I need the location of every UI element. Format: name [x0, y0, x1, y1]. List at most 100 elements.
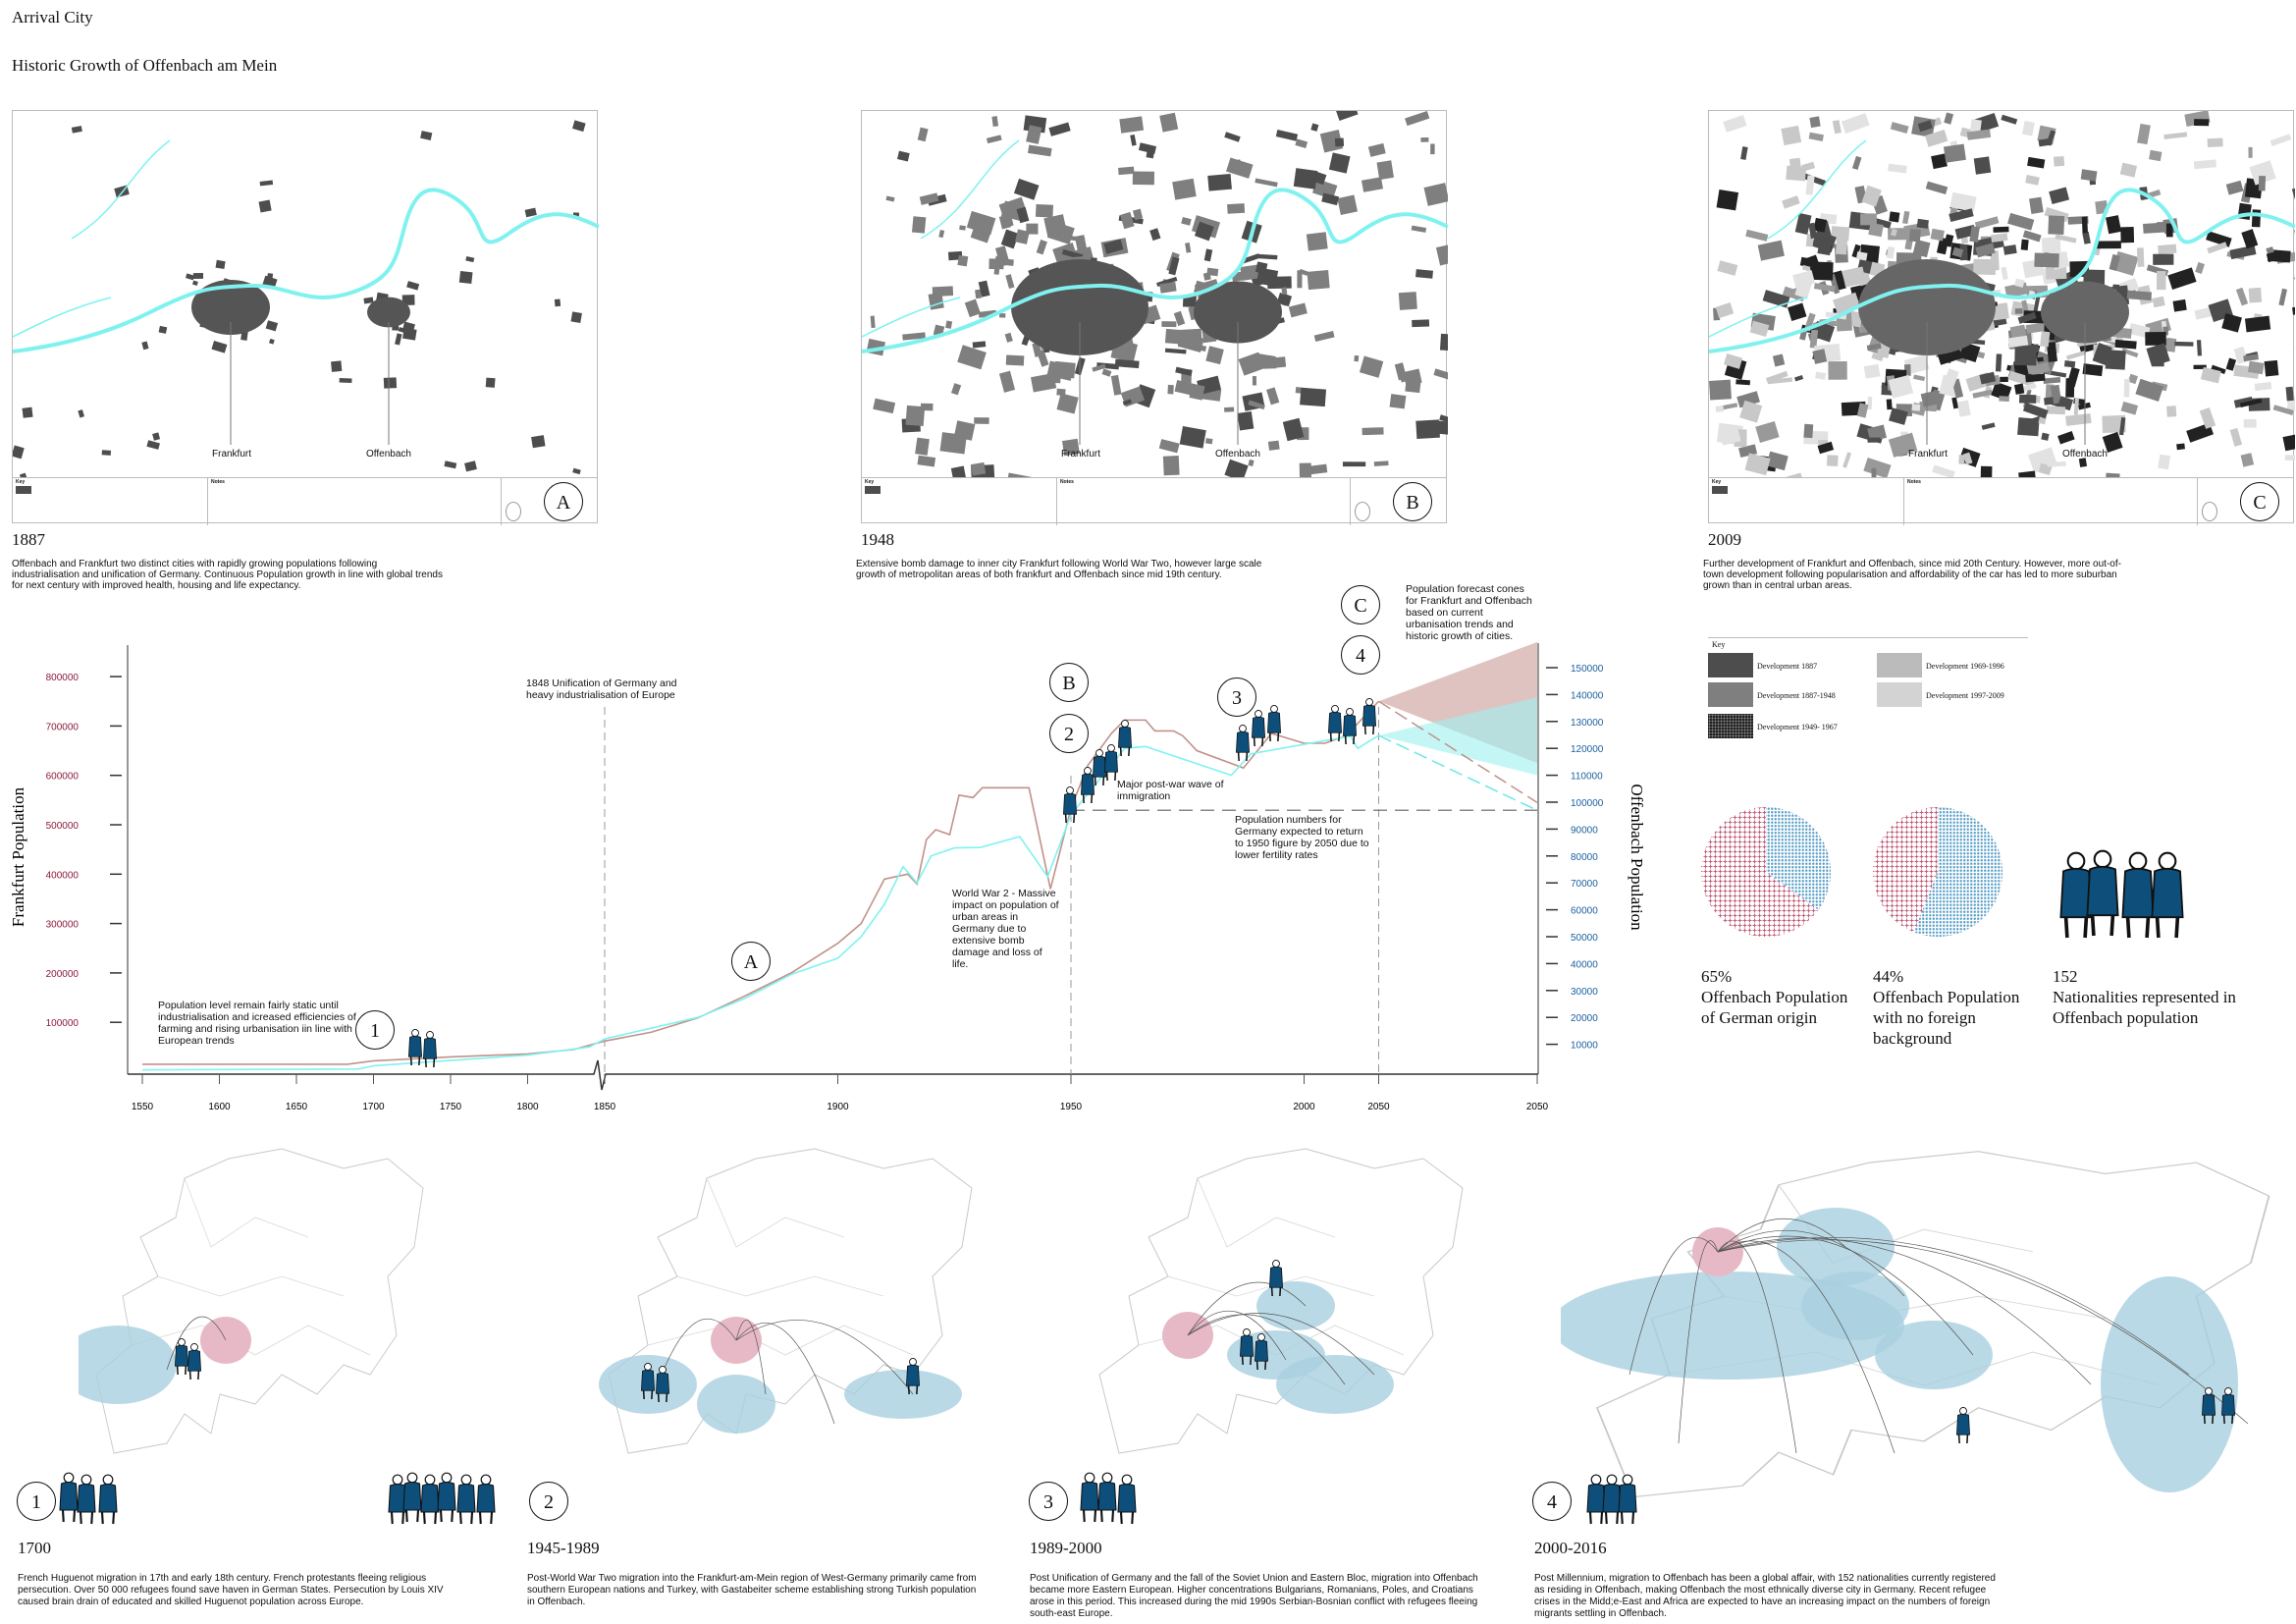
- development-block: [1337, 194, 1358, 216]
- development-block: [1276, 293, 1293, 307]
- development-block: [1423, 183, 1448, 206]
- development-block: [2126, 290, 2153, 301]
- map-label-frankfurt: Frankfurt: [1061, 449, 1101, 460]
- annotation-forecast-cones: Population forecast cones for Frankfurt …: [1406, 583, 1532, 642]
- development-block: [885, 195, 895, 202]
- development-block: [1962, 452, 1973, 465]
- development-block: [1359, 355, 1384, 378]
- development-block: [1810, 261, 1834, 281]
- y-right-axis-title: Offenbach Population: [1628, 784, 1646, 931]
- development-block: [1313, 330, 1335, 343]
- development-block: [2109, 253, 2120, 271]
- development-block: [905, 405, 926, 426]
- development-block: [1720, 403, 1738, 410]
- map-panel-1948: Frankfurt Offenbach Key Notes B: [861, 110, 1448, 525]
- development-block: [572, 120, 586, 133]
- development-block: [998, 196, 1027, 218]
- development-block: [991, 116, 999, 128]
- development-block: [2251, 209, 2262, 228]
- development-block: [1282, 417, 1305, 442]
- development-block: [1930, 228, 1945, 242]
- development-block: [1394, 362, 1408, 381]
- migration-route: [1187, 1314, 1346, 1385]
- development-block: [1715, 406, 1725, 412]
- y-right-tick-label: 100000: [1571, 798, 1604, 809]
- migration-marker-1: 1: [17, 1482, 56, 1521]
- migrant-figure-icon: [1268, 1260, 1284, 1297]
- development-block: [1867, 424, 1887, 442]
- development-block: [2292, 305, 2295, 315]
- development-block: [1028, 144, 1052, 157]
- development-block: [2193, 364, 2207, 369]
- stat-value: 44%: [1873, 967, 1904, 986]
- y-right-tick-label: 80000: [1571, 852, 1598, 863]
- development-block: [1043, 214, 1068, 239]
- development-block: [950, 383, 962, 396]
- marker-C: C: [1341, 585, 1380, 624]
- development-block: [2200, 366, 2221, 384]
- person-figure-icon: [1117, 720, 1133, 757]
- development-block: [2258, 176, 2267, 191]
- x-tick-label: 1850: [594, 1102, 616, 1112]
- development-block: [2073, 398, 2079, 415]
- development-block: [1181, 216, 1192, 226]
- development-block: [1990, 250, 2000, 271]
- development-block: [1158, 439, 1180, 454]
- development-block: [1871, 352, 1884, 362]
- development-block: [1739, 400, 1763, 423]
- development-block: [465, 256, 475, 263]
- y-right-tick-label: 110000: [1571, 772, 1603, 783]
- development-block: [1267, 440, 1280, 451]
- development-block: [2152, 358, 2164, 367]
- development-block: [1817, 441, 1835, 455]
- key-label-1887: Development 1887: [1757, 662, 1818, 671]
- development-block: [1237, 410, 1255, 431]
- migration-caption-3: Post Unification of Germany and the fall…: [1030, 1573, 1478, 1619]
- development-block: [1420, 136, 1429, 142]
- migration-caption-4: Post Millennium, migration to Offenbach …: [1534, 1573, 1996, 1619]
- migration-route: [1717, 1235, 1974, 1356]
- development-block: [1787, 302, 1807, 322]
- nationality-figure-icon: [2086, 849, 2119, 937]
- development-block: [1164, 348, 1187, 354]
- river-main: [13, 188, 599, 353]
- development-block: [2233, 346, 2248, 364]
- development-block: [902, 332, 926, 341]
- development-block: [192, 273, 204, 279]
- migrant-figure-icon: [456, 1474, 476, 1525]
- development-block: [1307, 270, 1330, 291]
- migrant-figure-icon: [388, 1474, 407, 1525]
- development-block: [1342, 461, 1366, 467]
- key-label-1949-1967: Development 1949- 1967: [1757, 723, 1838, 731]
- development-block: [1981, 422, 1996, 430]
- map-legend-strip: Key Notes C: [1709, 477, 2293, 525]
- development-block: [1248, 400, 1265, 410]
- development-block: [2285, 386, 2294, 402]
- development-block: [2158, 244, 2177, 255]
- development-block: [1227, 203, 1246, 214]
- origin-region: [79, 1326, 177, 1404]
- development-block: [1035, 203, 1054, 218]
- city-core: [1858, 259, 1996, 355]
- y-right-tick-label: 30000: [1571, 987, 1598, 998]
- map-outline-group: [1561, 1151, 2270, 1498]
- key-swatch-1969-1996: [1877, 653, 1922, 677]
- y-right-tick-label: 40000: [1571, 959, 1598, 970]
- development-block: [1036, 240, 1047, 255]
- development-block: [1103, 239, 1124, 254]
- development-block: [215, 259, 226, 270]
- development-block: [1931, 153, 1948, 170]
- development-block: [1888, 432, 1918, 458]
- development-block: [1319, 129, 1344, 153]
- development-block: [917, 127, 929, 142]
- map-outline-group: [599, 1148, 973, 1454]
- migration-route: [657, 1318, 737, 1385]
- stat-label: Offenbach Population with no foreign bac…: [1873, 988, 2020, 1048]
- migrant-figure-icon: [905, 1358, 921, 1395]
- development-block: [1969, 226, 1980, 243]
- map-notes-label: Notes: [211, 479, 225, 485]
- development-block: [1842, 452, 1852, 468]
- migration-period-2: 1945-1989: [527, 1539, 600, 1557]
- person-figure-icon: [1251, 710, 1266, 747]
- development-block: [2022, 121, 2035, 136]
